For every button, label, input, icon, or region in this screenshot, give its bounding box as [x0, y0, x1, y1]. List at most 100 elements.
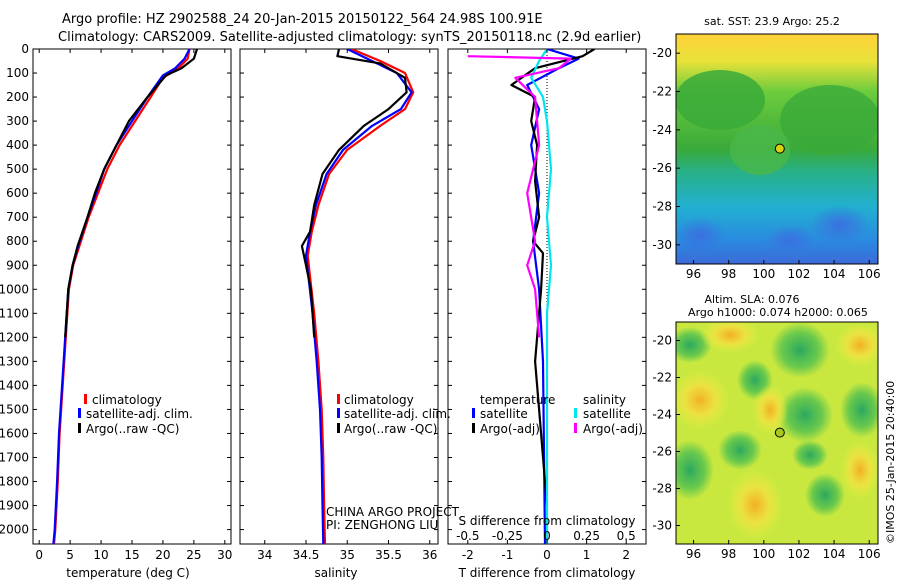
map-x-tick-label: 100 — [752, 547, 775, 561]
x-tick-label: 0 — [543, 548, 551, 562]
s-tick-label: 0.5 — [617, 529, 636, 543]
x-tick-label: 35.5 — [375, 548, 402, 562]
map-x-tick-label: 104 — [823, 547, 846, 561]
difference-t-axis-label: T difference from climatology — [458, 566, 636, 580]
x-tick-label: 20 — [155, 548, 170, 562]
map-x-tick-label: 96 — [686, 547, 701, 561]
difference-argo_salinity-line — [467, 55, 572, 338]
s-tick-label: -0.5 — [456, 529, 479, 543]
map-y-tick-label: -28 — [652, 200, 672, 214]
sst-map-title: sat. SST: 23.9 Argo: 25.2 — [704, 15, 840, 28]
map-x-tick-label: 104 — [823, 267, 846, 281]
sla-map-frame — [675, 321, 879, 545]
x-tick-label: 5 — [66, 548, 74, 562]
x-tick-label: -1 — [501, 548, 513, 562]
depth-tick-label: 2000 — [0, 523, 29, 537]
sst-argo-marker — [774, 143, 785, 154]
map-y-tick-label: -22 — [652, 371, 672, 385]
map-y-tick-label: -30 — [652, 238, 672, 252]
depth-axis: 0 100 200 300 400 500 600 700 800 900 1000 1100 1200… — [0, 42, 646, 537]
imos-watermark: ©IMOS 25-Jan-2015 20:40:00 — [884, 381, 897, 544]
x-tick-label: 36 — [422, 548, 437, 562]
legend-t-satellite: satellite — [480, 407, 528, 421]
difference-s-axis-label: S difference from climatology — [459, 514, 636, 528]
x-tick-label: 15 — [124, 548, 139, 562]
difference-series — [467, 49, 596, 544]
temperature-argo-line — [64, 49, 199, 338]
salinity-argo-line — [300, 49, 408, 338]
map-x-tick-label: 100 — [752, 267, 775, 281]
depth-tick-label: 800 — [6, 234, 29, 248]
x-tick-label: 2 — [622, 548, 630, 562]
x-tick-label: 30 — [217, 548, 232, 562]
x-tick-label: 0 — [35, 548, 43, 562]
difference-sat_salinity-line — [530, 49, 553, 544]
difference-satellite-line — [526, 49, 580, 544]
depth-tick-label: 1800 — [0, 475, 29, 489]
map-x-tick-label: 102 — [788, 267, 811, 281]
depth-tick-label: 1500 — [0, 402, 29, 416]
map-y-tick-label: -24 — [652, 123, 672, 137]
x-tick-label: -2 — [462, 548, 474, 562]
depth-tick-label: 1600 — [0, 426, 29, 440]
map-y-tick-label: -28 — [652, 482, 672, 496]
map-x-tick-label: 102 — [788, 547, 811, 561]
depth-tick-label: 100 — [6, 66, 29, 80]
map-y-tick-label: -26 — [652, 445, 672, 459]
sla-map-subtitle: Argo h1000: 0.074 h2000: 0.065 — [688, 306, 868, 319]
depth-tick-label: 900 — [6, 258, 29, 272]
depth-tick-label: 300 — [6, 114, 29, 128]
legend-salinity-heading: salinity — [583, 393, 626, 407]
map-y-tick-label: -24 — [652, 408, 672, 422]
credit-pi: PI: ZENGHONG LIU — [326, 518, 438, 532]
temperature-panel-frame — [32, 48, 232, 545]
sla-argo-marker — [774, 427, 785, 438]
depth-tick-label: 200 — [6, 90, 29, 104]
salinity-panel-frame — [239, 48, 439, 545]
x-axes: 0 5 10 15 20 25 30 34 34.5 35 35.5 36 -2 -1 0 1 2 -0.5 -0.… — [35, 49, 636, 562]
map-y-tick-label: -22 — [652, 85, 672, 99]
temperature-axis-label: temperature (deg C) — [66, 566, 189, 580]
depth-tick-label: 1100 — [0, 306, 29, 320]
x-tick-label: 1 — [583, 548, 591, 562]
legend-climatology: climatology — [344, 393, 414, 407]
depth-tick-label: 1700 — [0, 450, 29, 464]
map-x-tick-label: 98 — [721, 547, 736, 561]
figure-title-line2: Climatology: CARS2009. Satellite-adjuste… — [58, 30, 641, 45]
depth-tick-label: 1000 — [0, 282, 29, 296]
temperature-series — [52, 49, 199, 544]
x-tick-label: 25 — [186, 548, 201, 562]
depth-tick-label: 700 — [6, 210, 29, 224]
legend-climatology: climatology — [92, 393, 162, 407]
x-tick-label: 10 — [93, 548, 108, 562]
x-tick-label: 34.5 — [293, 548, 320, 562]
s-tick-label: 0 — [543, 529, 551, 543]
x-tick-label: 35 — [340, 548, 355, 562]
s-tick-label: 0.25 — [573, 529, 600, 543]
legend-s-argo: Argo(-adj) — [583, 422, 643, 436]
depth-tick-label: 1900 — [0, 499, 29, 513]
legend-argo: Argo(..raw -QC) — [344, 422, 437, 436]
temperature-legend: climatology satellite-adj. clim. Argo(..… — [78, 393, 193, 436]
map-y-tick-label: -20 — [652, 46, 672, 60]
legend-temperature-heading: temperature — [480, 393, 555, 407]
figure-title-line1: Argo profile: HZ 2902588_24 20-Jan-2015 … — [62, 12, 543, 27]
legend-satellite: satellite-adj. clim. — [344, 407, 451, 421]
map-x-tick-label: 98 — [721, 267, 736, 281]
sla-heatmap — [676, 322, 878, 544]
difference-legend: temperature satellite Argo(-adj) salinit… — [472, 393, 643, 436]
credit-project: CHINA ARGO PROJECT — [326, 505, 460, 519]
map-x-tick-label: 106 — [858, 547, 881, 561]
depth-tick-label: 1400 — [0, 378, 29, 392]
sst-map-axes: 96 98 100 102 104 106 -20 -22 -24 -26 -28 -30 — [652, 46, 880, 281]
sla-map-axes: 96 98 100 102 104 106 -20 -22 -24 -26 -28 -30 — [652, 334, 880, 562]
legend-satellite: satellite-adj. clim. — [86, 407, 193, 421]
x-tick-label: 34 — [257, 548, 272, 562]
map-x-tick-label: 96 — [686, 267, 701, 281]
map-y-tick-label: -26 — [652, 161, 672, 175]
salinity-axis-label: salinity — [314, 566, 357, 580]
sst-map-frame — [675, 33, 879, 265]
salinity-series — [300, 49, 415, 544]
legend-t-argo: Argo(-adj) — [480, 422, 540, 436]
